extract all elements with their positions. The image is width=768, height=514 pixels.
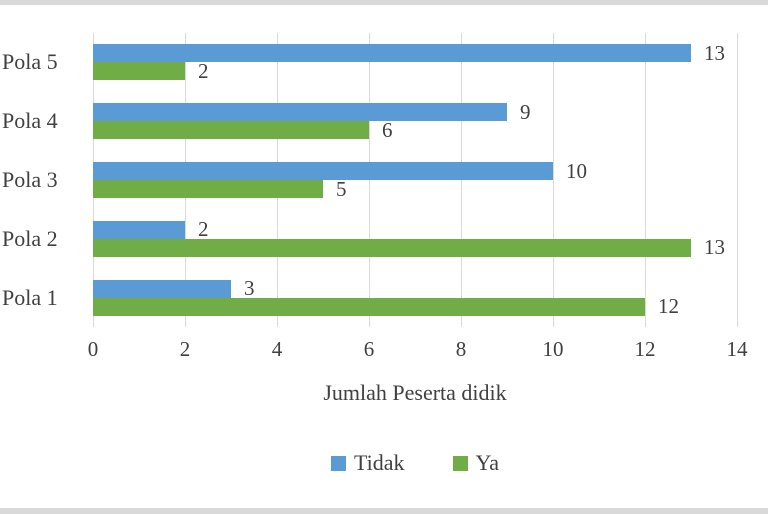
legend-swatch-ya [452, 455, 468, 471]
bar-tidak-pola-2 [93, 220, 185, 239]
x-tick-label-6: 6 [363, 337, 375, 361]
bottom-border [0, 508, 768, 514]
category-label-pola-3: Pola 3 [2, 166, 58, 192]
x-tick-label-0: 0 [87, 337, 99, 361]
gridline-x-6 [369, 33, 370, 327]
legend-item-tidak: Tidak [331, 450, 405, 476]
x-tick-label-4: 4 [271, 337, 283, 361]
bar-tidak-pola-1 [93, 279, 231, 298]
bar-ya-pola-1 [93, 297, 645, 316]
bar-ya-pola-4 [93, 121, 369, 140]
bar-value-label: 13 [704, 235, 725, 260]
x-axis-title: Jumlah Peserta didik [323, 380, 507, 405]
bar-value-label: 9 [520, 99, 531, 124]
top-border [0, 0, 768, 5]
bar-tidak-pola-4 [93, 103, 507, 122]
y-axis-category-labels: Pola 5 Pola 4 Pola 3 Pola 2 Pola 1 [0, 33, 90, 327]
x-tick-label-10: 10 [542, 337, 564, 361]
bar-value-label: 6 [382, 117, 393, 142]
legend-swatch-tidak [331, 455, 346, 471]
bar-tidak-pola-3 [93, 162, 553, 180]
legend-item-ya: Ya [452, 450, 499, 476]
bar-value-label: 2 [198, 58, 209, 83]
bar-value-label: 12 [658, 294, 679, 319]
bar-value-label: 5 [336, 176, 347, 201]
bar-value-label: 2 [198, 217, 209, 242]
plot-area: 13 2 9 6 10 5 2 13 3 12 [93, 33, 738, 327]
gridline-x-10 [553, 33, 554, 327]
bar-value-label: 10 [566, 158, 587, 183]
legend: Tidak Ya [93, 450, 737, 476]
bar-ya-pola-5 [93, 62, 185, 81]
category-label-pola-5: Pola 5 [2, 49, 58, 75]
gridline-x-12 [645, 33, 646, 327]
bar-ya-pola-2 [93, 238, 691, 257]
bar-value-label: 13 [704, 40, 725, 65]
x-tick-label-8: 8 [455, 337, 467, 361]
x-tick-label-12: 12 [634, 337, 656, 361]
x-tick-label-14: 14 [726, 337, 748, 361]
legend-label-tidak: Tidak [354, 450, 405, 475]
x-axis: 0 2 4 6 8 10 12 14 [88, 337, 748, 365]
bar-ya-pola-3 [93, 180, 323, 198]
category-label-pola-1: Pola 1 [2, 284, 58, 310]
gridline-x-8 [461, 33, 462, 327]
bar-value-label: 3 [244, 276, 255, 301]
gridline-x-14 [737, 33, 738, 327]
category-label-pola-4: Pola 4 [2, 108, 58, 134]
legend-label-ya: Ya [475, 450, 499, 475]
x-tick-label-2: 2 [179, 337, 191, 361]
bar-tidak-pola-5 [93, 44, 691, 63]
category-label-pola-2: Pola 2 [2, 225, 58, 251]
